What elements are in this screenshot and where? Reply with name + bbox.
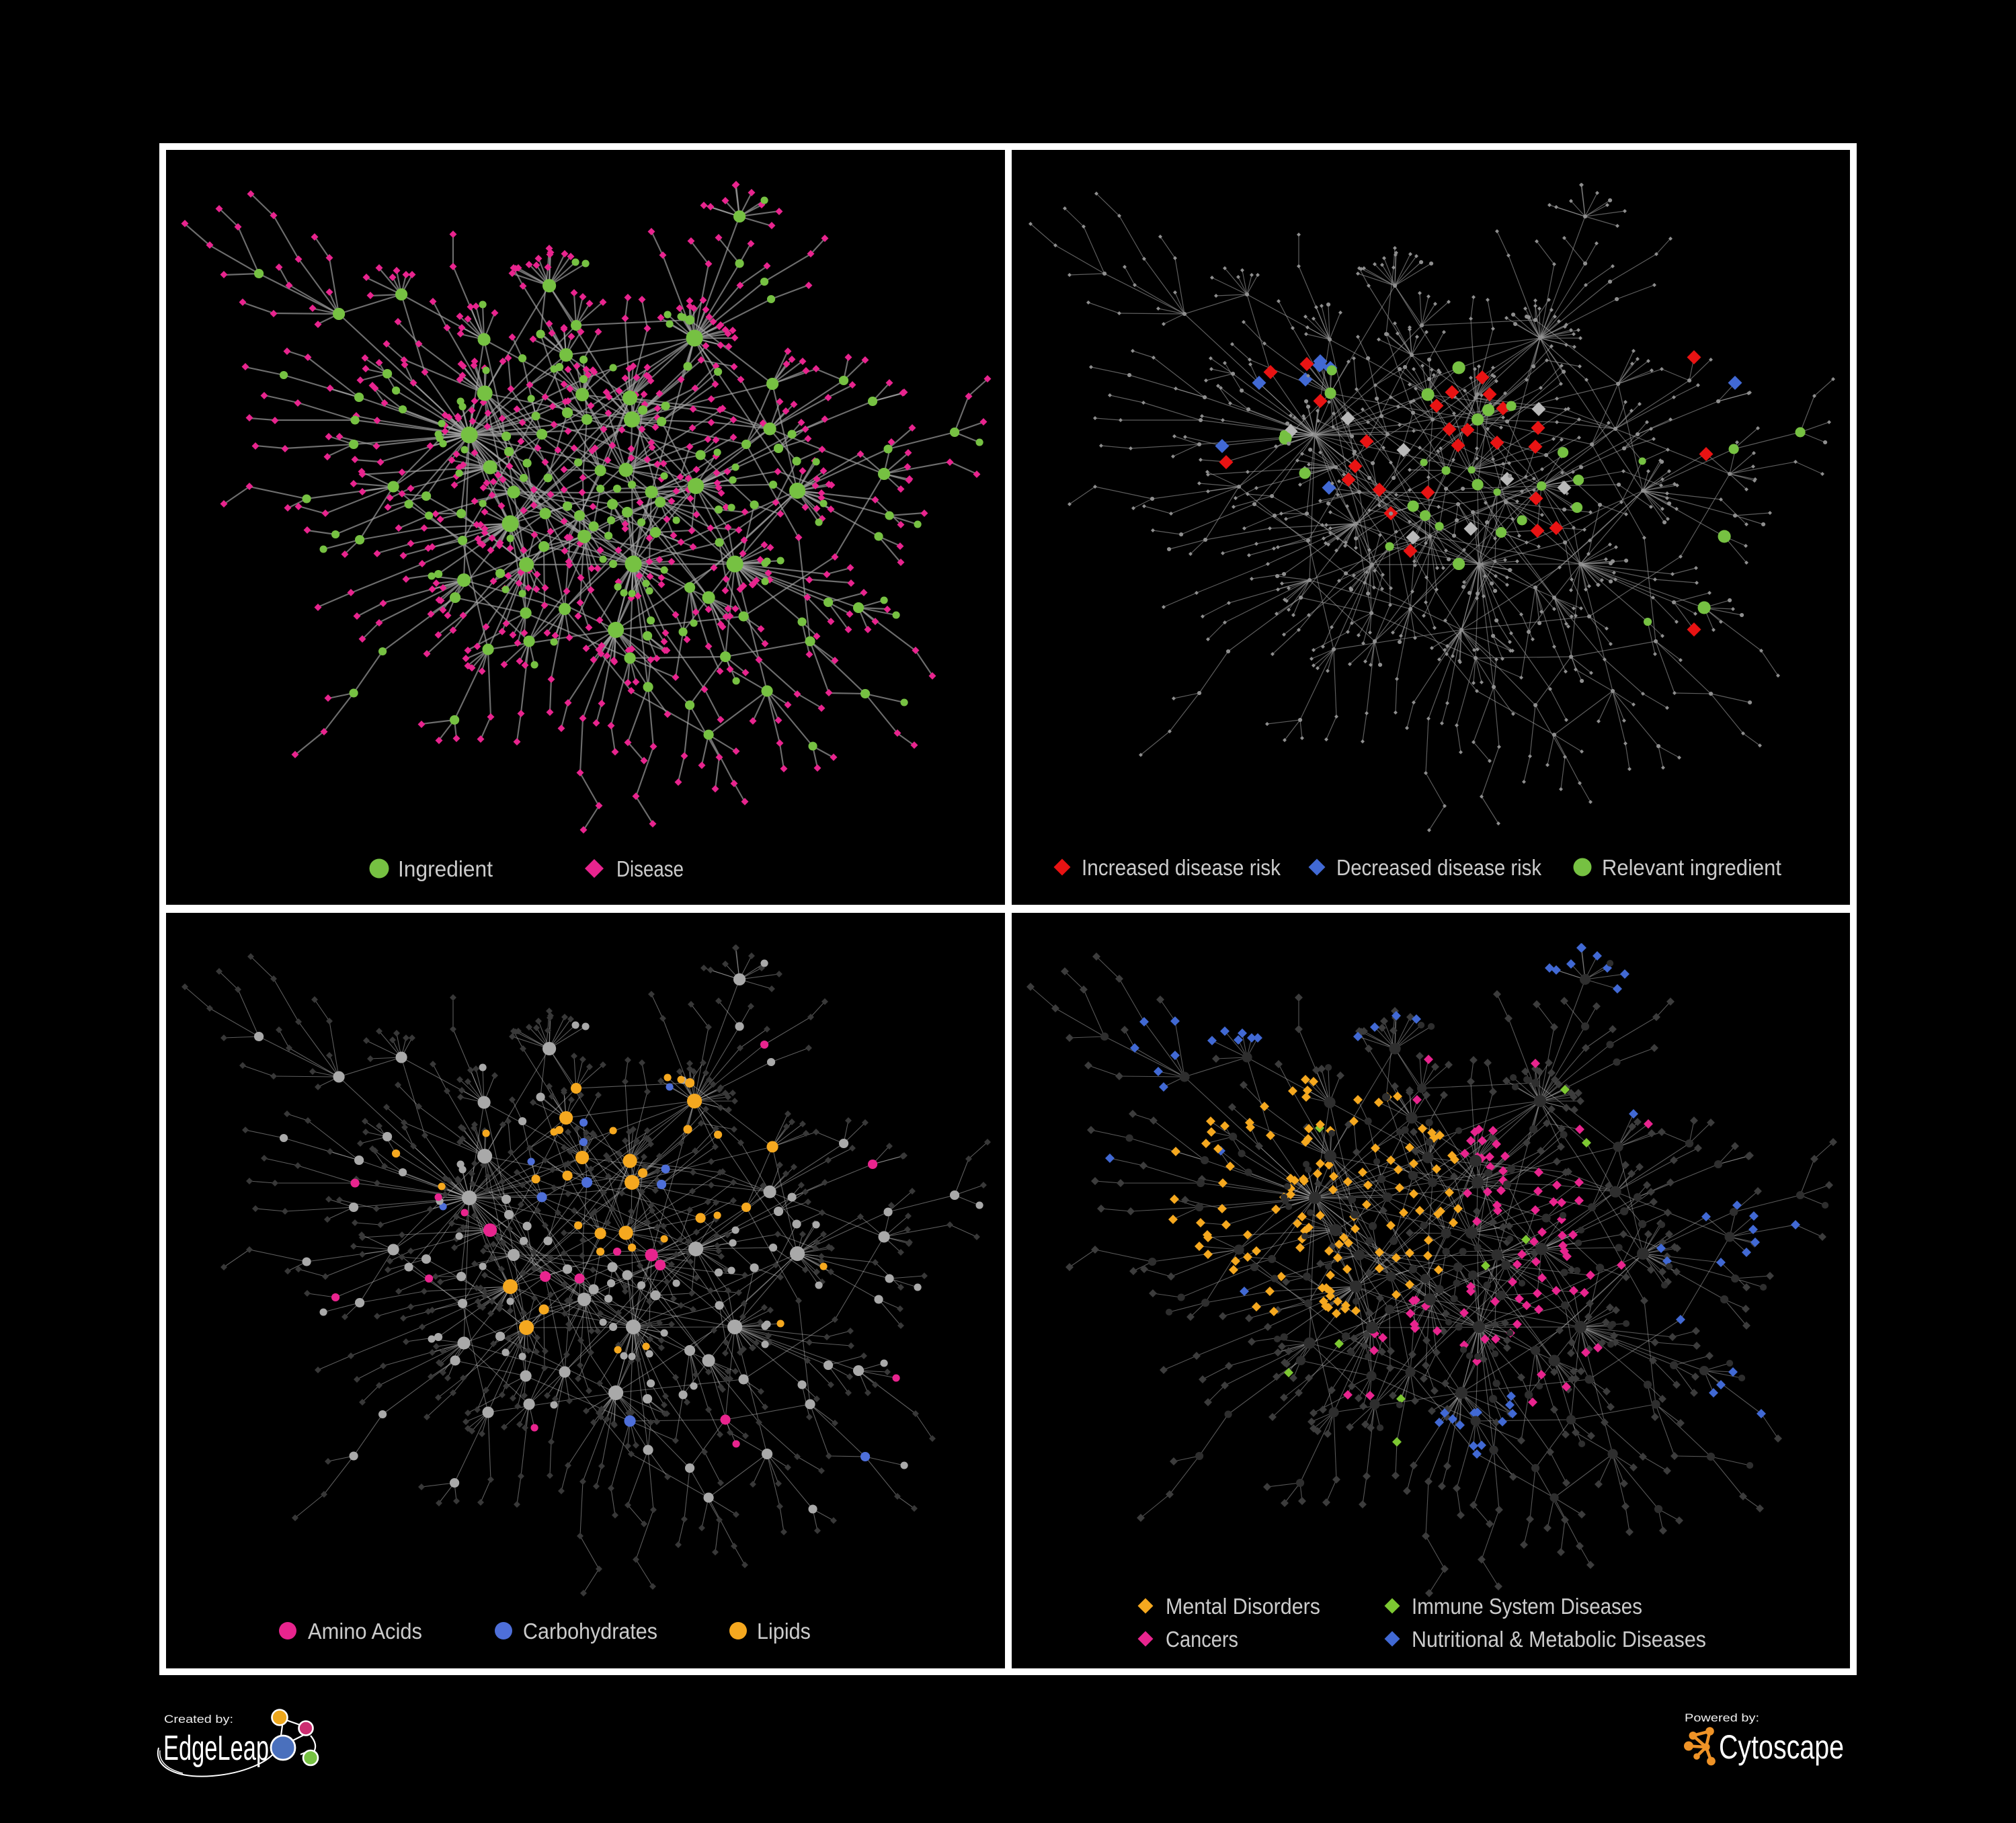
svg-text:Powered by:: Powered by: [1685,1711,1759,1724]
svg-text:Relevant ingredient: Relevant ingredient [1602,855,1781,880]
svg-text:Nutritional & Metabolic Diseas: Nutritional & Metabolic Diseases [1412,1627,1706,1652]
svg-text:Ingredient: Ingredient [398,856,493,881]
svg-text:Carbohydrates: Carbohydrates [523,1619,657,1644]
svg-text:Amino Acids: Amino Acids [308,1619,422,1644]
svg-text:Disease: Disease [616,856,684,881]
svg-text:EdgeLeap: EdgeLeap [163,1729,269,1768]
svg-text:Mental Disorders: Mental Disorders [1166,1594,1320,1619]
svg-text:Decreased disease risk: Decreased disease risk [1336,855,1541,880]
svg-text:Created by:: Created by: [164,1713,233,1726]
svg-text:Cancers: Cancers [1166,1627,1238,1652]
svg-text:Lipids: Lipids [757,1619,811,1644]
svg-text:Immune System Diseases: Immune System Diseases [1412,1594,1642,1619]
svg-text:Cytoscape: Cytoscape [1719,1728,1844,1766]
svg-text:Increased disease risk: Increased disease risk [1082,855,1281,880]
